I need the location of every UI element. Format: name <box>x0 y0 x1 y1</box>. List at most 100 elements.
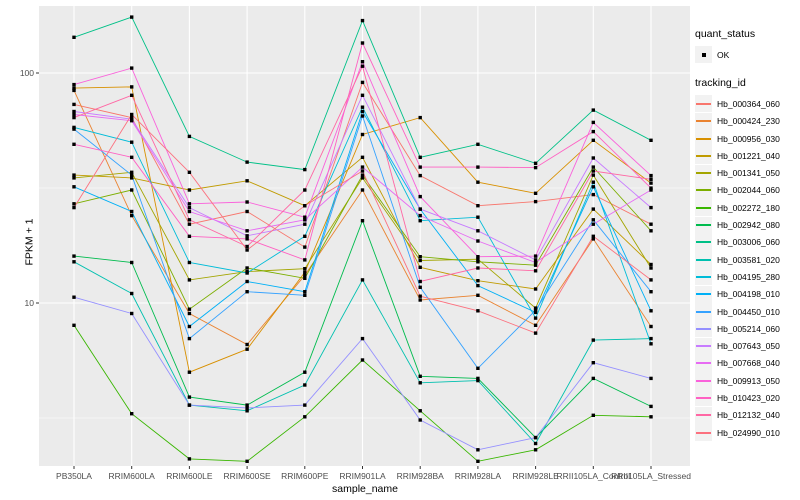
legend-entry-label: Hb_009913_050 <box>717 375 780 386</box>
data-point <box>360 64 365 68</box>
legend-key <box>695 233 712 251</box>
panel-background <box>39 6 690 466</box>
legend-key <box>695 251 712 269</box>
legend-key <box>695 406 712 424</box>
legend-tracking-id: tracking_id Hb_000364_060 Hb_000424_230 Hb… <box>695 77 800 442</box>
data-point <box>591 338 595 342</box>
legend-key <box>695 337 712 355</box>
line-swatch-icon <box>696 431 711 434</box>
legend-entry-Hb_001221_040: Hb_001221_040 <box>695 147 800 165</box>
data-point <box>360 188 365 192</box>
line-swatch-icon <box>696 137 711 140</box>
data-point <box>72 35 76 39</box>
data-point <box>476 215 480 219</box>
legend-entry-Hb_004450_010: Hb_004450_010 <box>695 303 800 320</box>
legend-entry-Hb_004195_280: Hb_004195_280 <box>695 268 800 286</box>
data-point <box>591 120 595 125</box>
data-point <box>360 336 365 341</box>
line-swatch-icon <box>696 172 711 175</box>
legend-entry-label: Hb_002044_060 <box>717 185 780 196</box>
data-point <box>476 309 480 313</box>
data-point <box>476 260 480 264</box>
data-point <box>418 279 422 284</box>
data-point <box>245 290 249 294</box>
data-point <box>303 258 307 262</box>
data-point <box>130 311 134 316</box>
data-point <box>476 142 480 146</box>
data-point <box>591 169 595 173</box>
legend-entry-Hb_004198_010: Hb_004198_010 <box>695 285 800 303</box>
data-point <box>303 218 307 222</box>
data-point <box>533 199 538 204</box>
data-point <box>418 258 422 263</box>
line-swatch-icon <box>696 396 711 399</box>
data-point <box>245 406 249 410</box>
data-point <box>72 115 76 120</box>
legend-entry-Hb_002272_180: Hb_002272_180 <box>695 199 800 217</box>
data-point <box>130 119 134 123</box>
data-point <box>187 222 192 226</box>
data-point <box>303 293 307 297</box>
data-point <box>187 234 192 238</box>
data-point <box>533 316 538 320</box>
data-point <box>303 273 307 277</box>
data-point <box>303 234 307 238</box>
data-point <box>130 291 134 296</box>
data-point <box>418 165 422 169</box>
data-point <box>360 173 365 177</box>
data-point <box>533 287 538 291</box>
data-point <box>591 237 595 241</box>
data-point <box>303 188 307 192</box>
data-point <box>533 254 538 258</box>
legend-entry-label: Hb_004195_280 <box>717 271 780 282</box>
data-point <box>418 285 422 289</box>
data-point <box>72 295 76 299</box>
data-point <box>418 409 422 413</box>
data-point <box>418 207 422 211</box>
legend-entry-Hb_009913_050: Hb_009913_050 <box>695 372 800 390</box>
data-point <box>187 311 192 316</box>
data-point <box>476 279 480 283</box>
data-point <box>476 266 480 270</box>
data-point <box>187 134 192 139</box>
legend-key <box>695 147 712 165</box>
data-point <box>303 403 307 407</box>
data-point <box>418 213 422 218</box>
data-point <box>418 115 422 120</box>
data-point <box>533 263 538 267</box>
data-point <box>360 278 365 282</box>
data-point <box>649 342 653 346</box>
data-point <box>533 310 538 315</box>
data-point <box>476 239 480 243</box>
data-point <box>649 309 653 313</box>
data-point <box>187 370 192 374</box>
data-point <box>245 234 249 238</box>
legend-entry-label: Hb_004198_010 <box>717 289 780 300</box>
legend-quant-status: quant_status OK <box>695 28 800 64</box>
data-point <box>360 219 365 223</box>
data-point <box>649 404 653 409</box>
data-point <box>187 170 192 174</box>
data-point <box>187 188 192 192</box>
line-swatch-icon <box>696 310 711 313</box>
legend-key <box>695 424 712 442</box>
data-point <box>303 215 307 219</box>
legend-entry-Hb_001341_050: Hb_001341_050 <box>695 164 800 182</box>
x-tick-label: RRIM600LE <box>166 471 213 481</box>
data-point <box>72 260 76 264</box>
data-point <box>533 306 538 310</box>
data-point <box>245 160 249 164</box>
data-point <box>591 234 595 238</box>
data-point <box>245 342 249 347</box>
data-point <box>303 204 307 208</box>
legend-key <box>695 130 712 148</box>
data-point <box>245 347 249 351</box>
data-point <box>303 370 307 374</box>
data-point <box>187 336 192 341</box>
data-point <box>130 412 134 416</box>
data-point <box>591 165 595 169</box>
data-point <box>130 176 134 180</box>
data-point <box>591 413 595 417</box>
data-point <box>476 165 480 169</box>
data-point <box>303 267 307 271</box>
